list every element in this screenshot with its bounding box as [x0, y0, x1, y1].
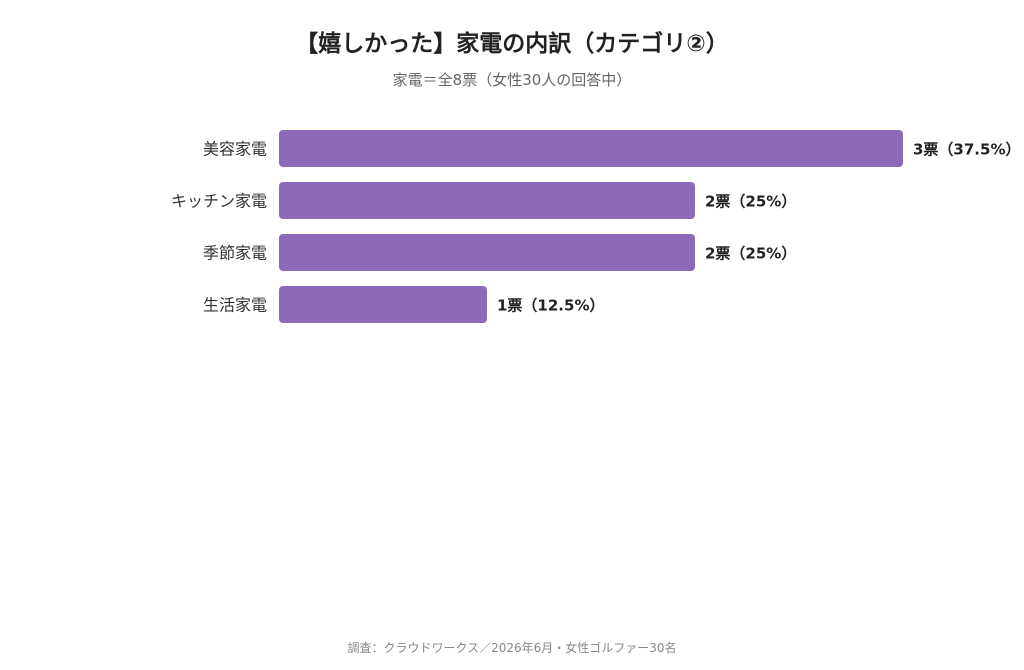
value-label-0: 3票（37.5%）	[913, 141, 1020, 159]
category-label-1: キッチン家電	[171, 192, 267, 211]
category-label-2: 季節家電	[203, 244, 267, 263]
bar-3	[279, 286, 487, 323]
value-label-1: 2票（25%）	[705, 193, 796, 211]
chart-title: 【嬉しかった】家電の内訳（カテゴリ②）	[295, 31, 729, 57]
category-label-0: 美容家電	[203, 140, 267, 159]
bar-1	[279, 182, 695, 219]
source-footer: 調査：クラウドワークス／2026年6月・女性ゴルファー30名	[347, 641, 677, 655]
value-label-3: 1票（12.5%）	[497, 297, 604, 315]
value-label-2: 2票（25%）	[705, 245, 796, 263]
bar-0	[279, 130, 903, 167]
chart-subtitle: 家電＝全8票（女性30人の回答中）	[392, 71, 632, 89]
category-label-3: 生活家電	[203, 296, 267, 315]
bar-2	[279, 234, 695, 271]
